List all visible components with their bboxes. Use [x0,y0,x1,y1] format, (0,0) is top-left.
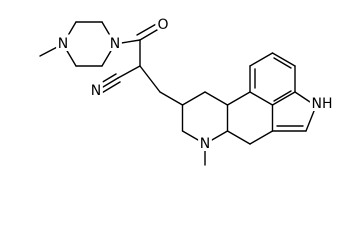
atom-labels: N N O N NH N [55,14,336,155]
atom-label: O [157,17,168,33]
atom-label: NH [312,96,333,112]
bonds [39,21,317,166]
atom-label: N [200,136,210,152]
molecule: N N O N NH N [39,14,336,166]
atom-label: N [110,36,120,52]
atom-label: N [91,83,101,99]
page: N N O N NH N (() => { const data = JSON.… [39,14,336,166]
atom-label: N [58,36,68,52]
